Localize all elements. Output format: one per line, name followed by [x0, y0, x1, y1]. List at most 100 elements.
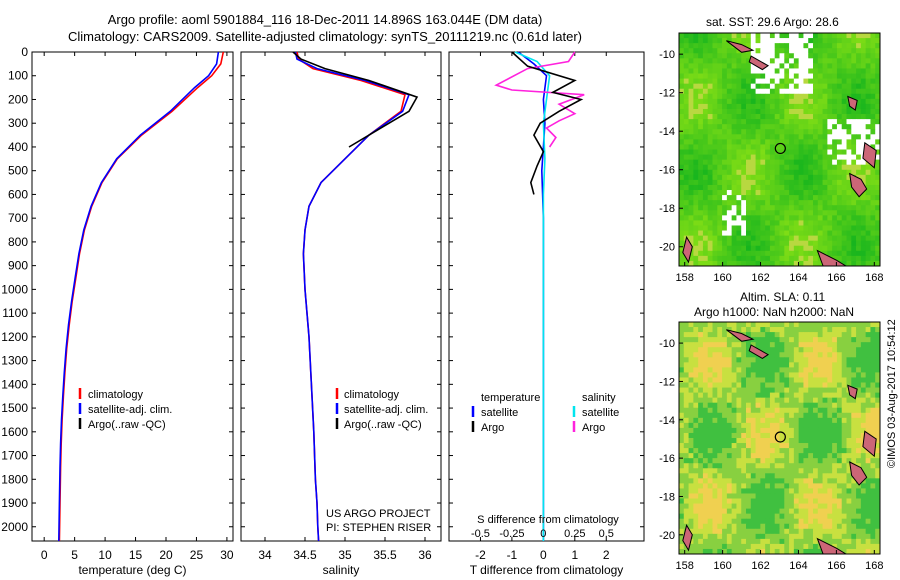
map-cell — [875, 139, 881, 145]
map-cell — [755, 548, 761, 555]
map-cell — [832, 230, 838, 237]
map-cell — [875, 210, 881, 216]
map-cell — [822, 108, 828, 115]
map-cell — [760, 139, 766, 145]
map-cell — [803, 468, 809, 474]
map-cell — [813, 184, 819, 191]
map-cell — [755, 443, 761, 449]
map-cell — [746, 538, 752, 545]
map-cell — [679, 149, 685, 155]
map-cell — [760, 427, 766, 434]
map-cell — [698, 195, 704, 201]
map-cell — [707, 382, 713, 388]
map-cell — [832, 443, 838, 449]
map-cell — [702, 422, 709, 429]
map-cell — [851, 88, 857, 95]
map-cell — [808, 159, 814, 166]
map-cell — [798, 129, 804, 135]
map-cell — [679, 68, 685, 74]
map-cell — [760, 48, 766, 54]
map-cell — [712, 134, 718, 140]
map-cell — [698, 200, 704, 206]
map-cell — [856, 392, 862, 399]
map-cell — [841, 134, 847, 140]
map-cell — [746, 154, 752, 161]
map-cell — [760, 68, 766, 74]
map-cell — [731, 518, 737, 525]
map-cell — [679, 513, 685, 520]
map-cell — [856, 250, 862, 257]
map-cell — [779, 498, 785, 504]
s-tick-label: 0.5 — [599, 528, 614, 540]
map-cell — [856, 372, 862, 378]
map-cell — [707, 38, 713, 44]
map-cell — [784, 220, 790, 226]
map-cell — [846, 327, 852, 333]
map-cell — [779, 463, 785, 469]
map-cell — [741, 508, 747, 515]
map-cell — [722, 503, 728, 510]
map-cell — [803, 392, 809, 399]
map-cell — [836, 438, 843, 444]
map-cell — [769, 397, 776, 404]
map-cell — [846, 174, 852, 181]
map-cell — [726, 174, 733, 181]
map-cell — [717, 488, 723, 494]
map-cell — [784, 179, 790, 186]
map-cell — [688, 397, 694, 404]
map-cell — [731, 200, 737, 206]
map-cell — [765, 119, 771, 125]
map-cell — [679, 538, 685, 545]
map-cell — [851, 159, 857, 166]
map-cell — [870, 190, 876, 196]
map-cell — [832, 533, 838, 540]
map-cell — [865, 220, 871, 226]
map-cell — [822, 190, 828, 196]
map-cell — [760, 543, 766, 550]
map-cell — [803, 200, 809, 206]
map-cell — [856, 68, 862, 74]
map-cell — [875, 250, 881, 257]
map-cell — [808, 392, 814, 399]
map-cell — [851, 332, 857, 338]
map-cell — [813, 114, 819, 120]
map-cell — [693, 357, 699, 363]
map-cell — [789, 327, 795, 333]
map-cell — [688, 412, 694, 419]
map-cell — [693, 493, 699, 499]
map-cell — [841, 478, 847, 484]
map-cell — [755, 48, 761, 54]
map-cell — [875, 443, 881, 449]
map-cell — [856, 322, 862, 328]
map-cell — [746, 382, 752, 388]
map-cell — [717, 377, 723, 383]
map-cell — [712, 250, 718, 257]
map-cell — [707, 68, 713, 74]
map-cell — [870, 179, 876, 186]
map-cell — [870, 83, 876, 90]
map-cell — [741, 93, 747, 100]
map-cell — [836, 523, 843, 530]
map-cell — [702, 347, 709, 353]
map-cell — [750, 200, 756, 206]
map-cell — [750, 488, 756, 494]
map-cell — [722, 215, 728, 221]
map-cell — [817, 38, 823, 44]
island-shape — [748, 344, 770, 359]
map-cell — [803, 402, 809, 409]
map-cell — [803, 498, 809, 504]
map-cell — [769, 523, 776, 530]
map-cell — [702, 407, 709, 414]
map-cell — [693, 337, 699, 343]
map-cell — [683, 53, 689, 59]
map-cell — [817, 498, 823, 504]
map-cell — [798, 179, 804, 186]
map-cell — [875, 402, 881, 409]
map-cell — [679, 432, 685, 439]
map-cell — [784, 327, 790, 333]
map-cell — [774, 164, 780, 171]
map-cell — [698, 538, 704, 545]
map-cell — [750, 98, 756, 105]
map-cell — [717, 200, 723, 206]
map-cell — [865, 184, 871, 191]
